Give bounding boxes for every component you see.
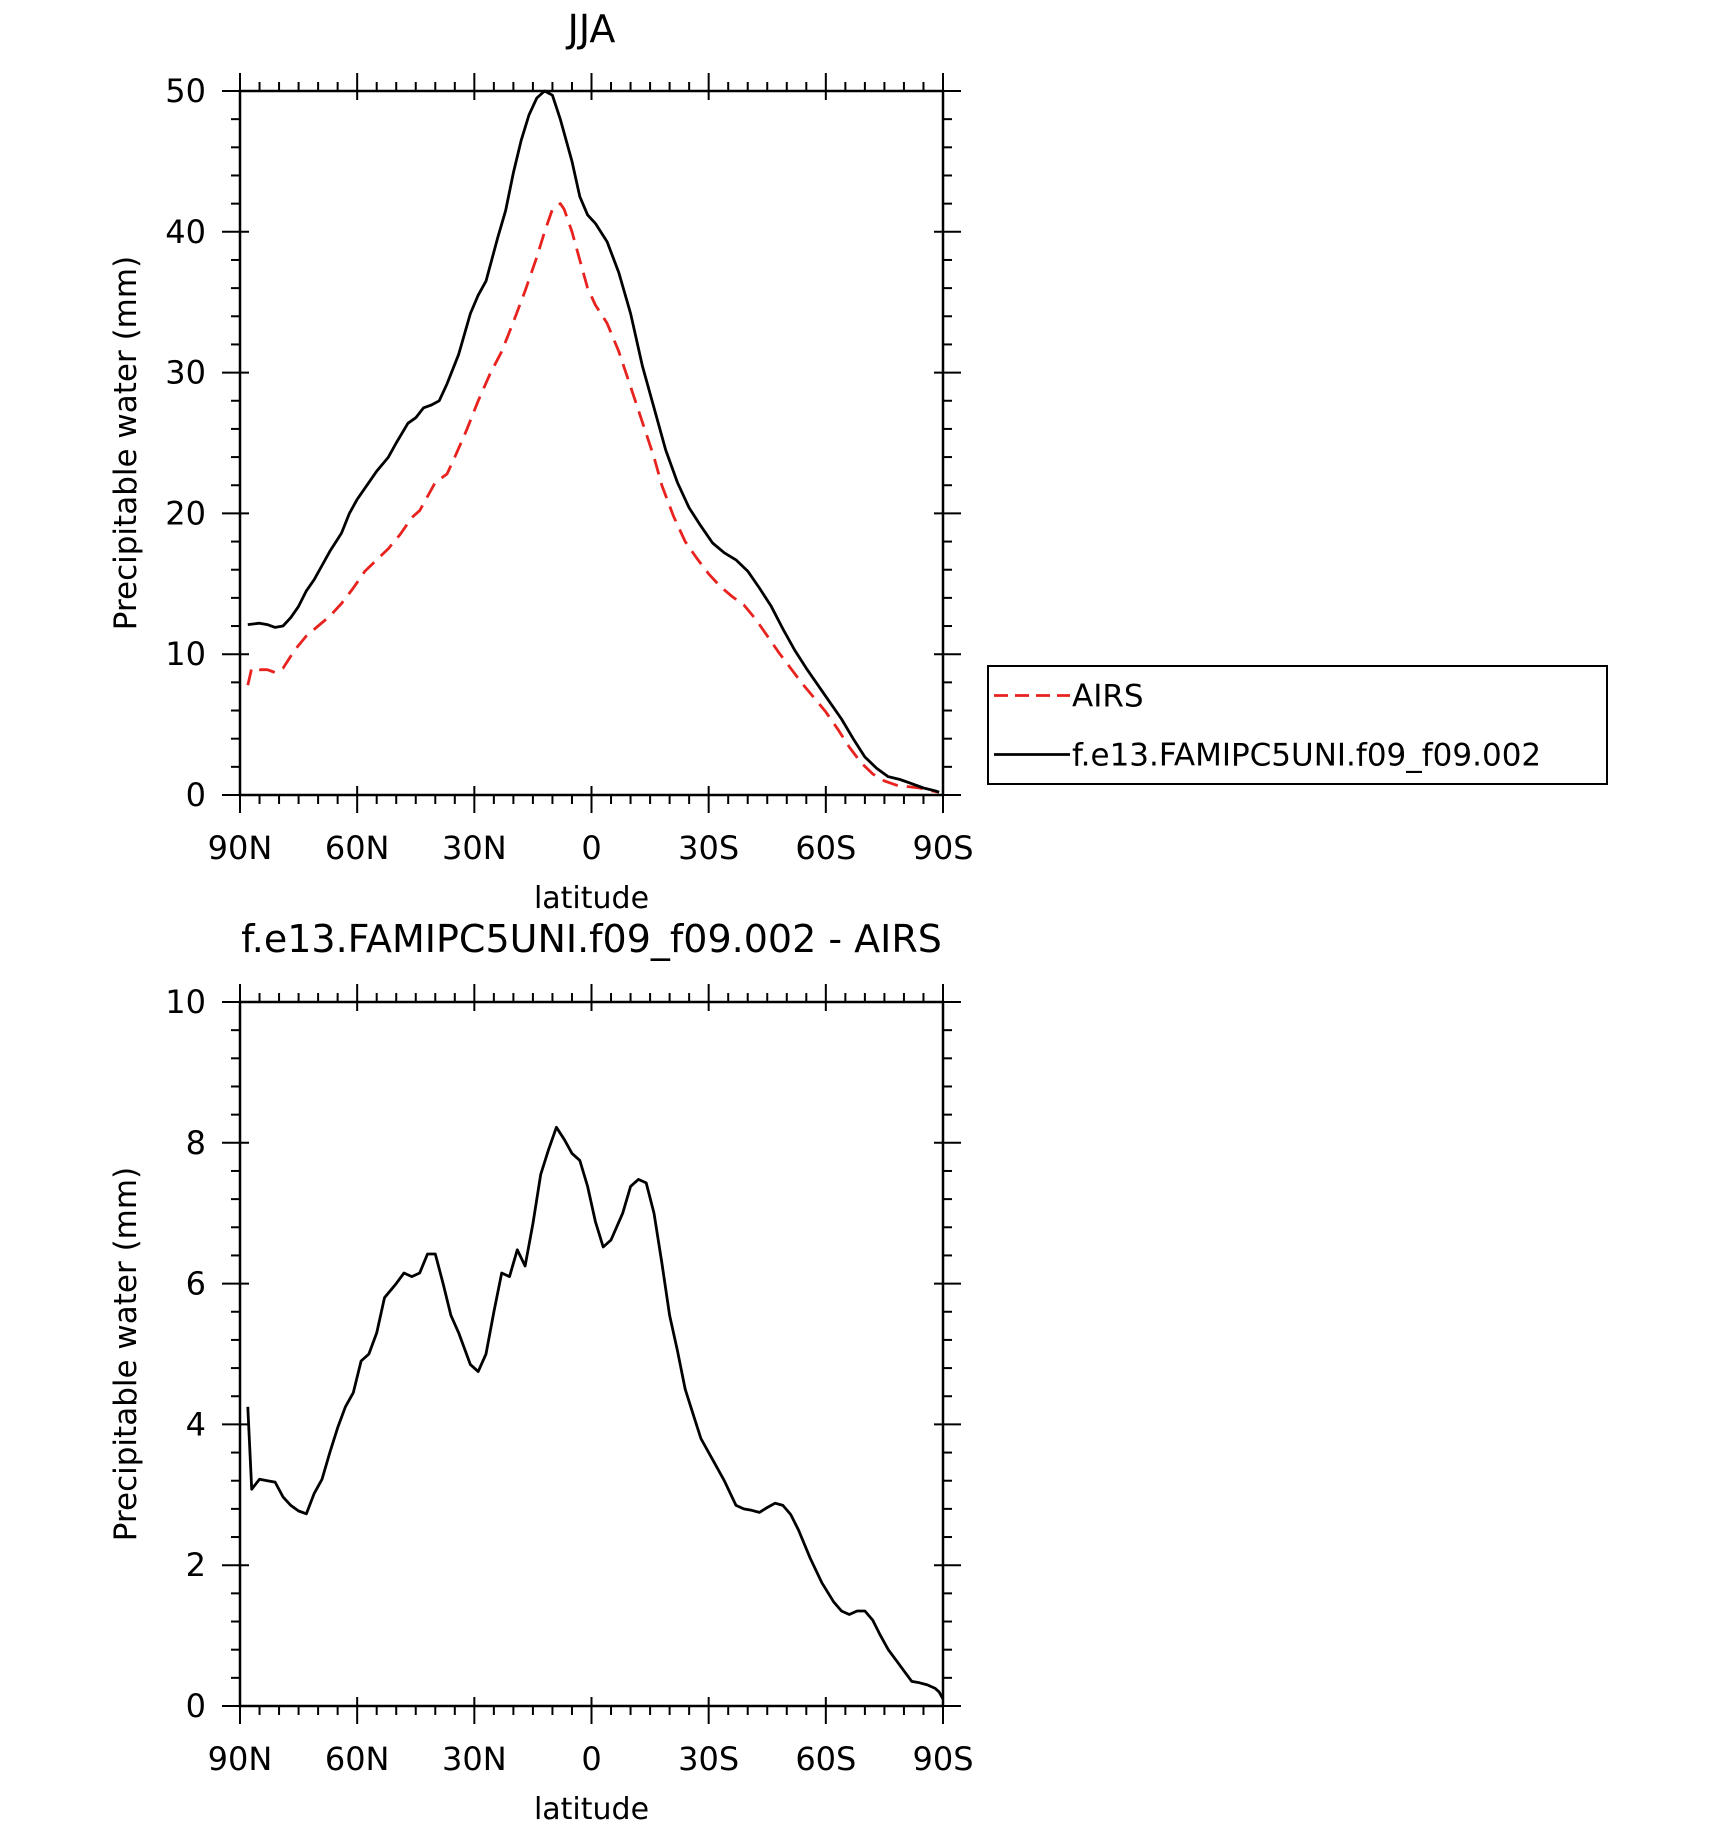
y-tick-label: 6 — [186, 1265, 206, 1303]
y-tick-label: 4 — [186, 1405, 206, 1443]
series-line — [247, 89, 940, 794]
plot-frame — [238, 89, 945, 797]
chart-title: f.e13.FAMIPC5UNI.f09_f09.002 - AIRS — [241, 917, 942, 961]
y-tick-label: 30 — [165, 354, 206, 392]
series-lines — [246, 1125, 945, 1700]
y-tick-label: 40 — [165, 213, 206, 251]
legend: AIRS f.e13.FAMIPC5UNI.f09_f09.002 — [987, 665, 1608, 785]
chart-title: JJA — [566, 7, 616, 51]
tick-marks — [222, 984, 961, 1724]
y-tick-label: 10 — [165, 983, 206, 1021]
legend-label: f.e13.FAMIPC5UNI.f09_f09.002 — [1072, 738, 1541, 774]
y-tick-labels: 0 2 4 6 8 10 — [165, 983, 206, 1725]
x-tick-label: 60N — [325, 1740, 390, 1778]
x-tick-labels: 90N 60N 30N 0 30S 60S 90S — [208, 1740, 974, 1778]
y-axis-label: Precipitable water (mm) — [108, 1167, 144, 1541]
x-tick-labels: 90N 60N 30N 0 30S 60S 90S — [208, 829, 974, 867]
tick-marks — [222, 73, 961, 813]
x-tick-label: 60S — [795, 1740, 856, 1778]
x-tick-label: 60S — [795, 829, 856, 867]
y-tick-label: 10 — [165, 635, 206, 673]
series-lines — [246, 89, 940, 794]
legend-label: AIRS — [1072, 679, 1144, 715]
y-tick-label: 2 — [186, 1546, 206, 1584]
x-tick-label: 90N — [208, 1740, 273, 1778]
top-chart: JJA 90N 60N 30N 0 30S 60S 90S 0 10 20 30 40 50 lati… — [108, 7, 1608, 916]
x-tick-label: 30N — [442, 1740, 507, 1778]
x-tick-label: 90N — [208, 829, 273, 867]
x-tick-label: 60N — [325, 829, 390, 867]
y-tick-label: 8 — [186, 1124, 206, 1162]
x-axis-label: latitude — [534, 881, 649, 916]
x-tick-label: 0 — [581, 1740, 601, 1778]
bottom-chart: f.e13.FAMIPC5UNI.f09_f09.002 - AIRS 90N 6… — [108, 917, 974, 1822]
x-tick-label: 30S — [678, 829, 739, 867]
x-tick-label: 90S — [912, 1740, 973, 1778]
x-tick-label: 90S — [912, 829, 973, 867]
x-tick-label: 0 — [581, 829, 601, 867]
y-tick-label: 0 — [186, 776, 206, 814]
series-line — [246, 1125, 945, 1700]
y-tick-label: 50 — [165, 72, 206, 110]
y-tick-labels: 0 10 20 30 40 50 — [165, 72, 206, 814]
x-tick-label: 30S — [678, 1740, 739, 1778]
y-tick-label: 0 — [186, 1687, 206, 1725]
y-axis-label: Precipitable water (mm) — [108, 256, 144, 630]
legend-box — [987, 665, 1608, 785]
x-axis-label: latitude — [534, 1792, 649, 1822]
y-tick-label: 20 — [165, 494, 206, 532]
plot-frame — [238, 1000, 945, 1708]
x-tick-label: 30N — [442, 829, 507, 867]
series-line — [246, 202, 940, 794]
